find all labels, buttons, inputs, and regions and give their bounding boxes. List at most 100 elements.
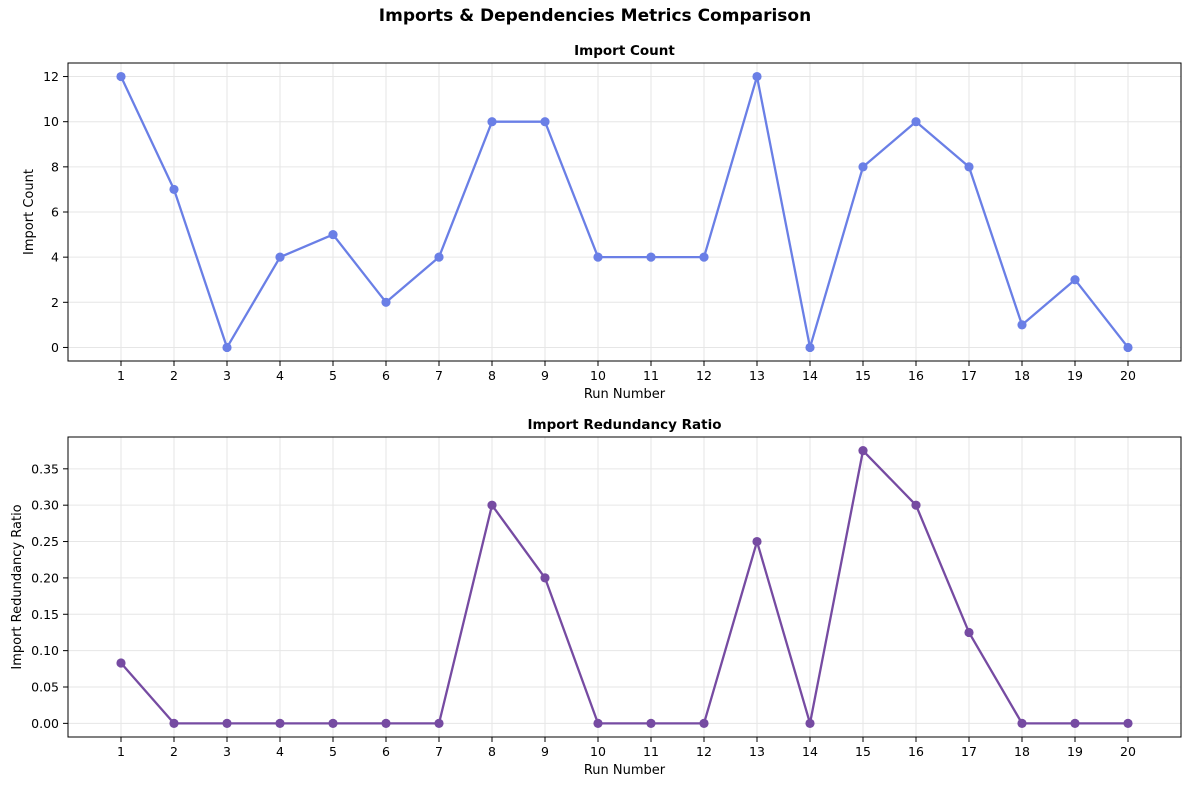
chart1-data-point — [169, 184, 179, 195]
chart2-axes-frame — [67, 436, 1182, 738]
chart1-x-tick-label: 18 — [1014, 368, 1030, 383]
chart2-y-tick-label: 0.15 — [31, 607, 59, 622]
chart2-x-tick-label: 13 — [749, 744, 765, 759]
chart1-x-tick-label: 16 — [908, 368, 924, 383]
chart2-data-point — [752, 536, 762, 547]
chart1-x-tick-label: 2 — [170, 368, 178, 383]
chart2-x-tick-label: 11 — [643, 744, 659, 759]
chart2-data-point — [169, 718, 179, 728]
chart2-data-point — [858, 446, 868, 456]
chart2-y-axis-label: Import Redundancy Ratio — [10, 504, 25, 669]
chart2-data-point — [487, 500, 497, 510]
chart1-x-tick-label: 10 — [590, 368, 606, 383]
chart2-data-point — [275, 718, 285, 728]
chart1-x-tick-label: 1 — [117, 368, 125, 383]
chart2-y-tick-label: 0.25 — [31, 534, 59, 549]
chart1-data-point — [1123, 342, 1133, 353]
chart1-y-tick-label: 2 — [51, 295, 59, 310]
chart2-data-point — [911, 500, 921, 510]
chart2-x-tick-label: 2 — [170, 744, 178, 759]
chart2-x-tick-label: 17 — [961, 744, 977, 759]
chart2-x-tick-label: 3 — [223, 744, 231, 759]
chart1-x-tick-label: 5 — [329, 368, 337, 383]
chart1-data-point — [699, 252, 709, 262]
chart1-data-point — [116, 71, 126, 82]
chart2-data-point — [381, 718, 391, 728]
chart1-y-tick-label: 6 — [51, 205, 59, 220]
chart1-data-point — [1070, 275, 1080, 285]
chart1-x-tick-label: 3 — [223, 368, 231, 383]
chart1-y-tick-label: 0 — [51, 340, 59, 355]
chart2-y-tick-label: 0.00 — [31, 716, 59, 731]
chart2-y-tick-label: 0.05 — [31, 680, 59, 695]
chart2-x-tick-label: 4 — [276, 744, 284, 759]
chart1-data-point — [540, 117, 550, 127]
chart2-data-point — [116, 658, 126, 668]
chart1-title: Import Count — [574, 43, 675, 59]
chart1-x-tick-label: 15 — [855, 368, 871, 383]
chart1-data-point — [381, 297, 391, 307]
chart2-data-point — [222, 718, 232, 728]
chart2-data-point — [1070, 718, 1080, 728]
chart2-data-point — [699, 718, 709, 728]
chart1-data-point — [434, 252, 444, 262]
chart2-x-tick-label: 7 — [435, 744, 443, 759]
chart2-x-tick-label: 9 — [541, 744, 549, 759]
chart1-y-tick-label: 10 — [43, 114, 59, 129]
chart1-x-tick-label: 11 — [643, 368, 659, 383]
chart2-x-tick-label: 8 — [488, 744, 496, 759]
chart1-x-axis-label: Run Number — [584, 387, 666, 402]
chart1-x-tick-label: 19 — [1067, 368, 1083, 383]
chart2-data-point — [434, 718, 444, 728]
chart1-data-point — [911, 117, 921, 127]
chart1-y-tick-label: 4 — [51, 250, 59, 265]
chart2-x-tick-label: 20 — [1120, 744, 1136, 759]
chart1-x-tick-label: 12 — [696, 368, 712, 383]
chart1-x-tick-label: 14 — [802, 368, 818, 383]
chart2-x-tick-label: 15 — [855, 744, 871, 759]
chart2-x-tick-label: 12 — [696, 744, 712, 759]
chart2-title: Import Redundancy Ratio — [527, 417, 721, 433]
chart1-data-point — [222, 342, 232, 353]
chart2-y-tick-label: 0.35 — [31, 461, 59, 476]
chart2-data-point — [646, 718, 656, 728]
chart1-x-tick-label: 13 — [749, 368, 765, 383]
chart1-data-point — [1017, 320, 1027, 330]
chart2-y-tick-label: 0.30 — [31, 498, 59, 513]
chart1-y-tick-label: 12 — [43, 69, 59, 84]
chart2-x-tick-label: 10 — [590, 744, 606, 759]
chart2-data-point — [964, 627, 974, 638]
chart1-x-tick-label: 8 — [488, 368, 496, 383]
chart1-y-tick-label: 8 — [51, 159, 59, 174]
chart1-data-point — [752, 71, 762, 82]
chart2-x-axis-label: Run Number — [584, 763, 666, 778]
chart1-x-tick-label: 17 — [961, 368, 977, 383]
chart1-data-point — [275, 252, 285, 262]
chart1-data-point — [487, 117, 497, 127]
chart2-data-point — [593, 718, 603, 728]
chart1-x-tick-label: 6 — [382, 368, 390, 383]
chart2-x-tick-label: 6 — [382, 744, 390, 759]
chart2-x-tick-label: 1 — [117, 744, 125, 759]
chart1-x-tick-label: 20 — [1120, 368, 1136, 383]
chart1-x-tick-label: 4 — [276, 368, 284, 383]
chart2-x-tick-label: 5 — [329, 744, 337, 759]
chart1-x-tick-label: 7 — [435, 368, 443, 383]
figure-title: Imports & Dependencies Metrics Compariso… — [378, 6, 812, 26]
chart1-data-point — [646, 252, 656, 262]
chart2-series-line — [120, 449, 1128, 725]
chart2-x-tick-label: 19 — [1067, 744, 1083, 759]
chart1-y-axis-label: Import Count — [22, 169, 37, 255]
chart2-x-tick-label: 18 — [1014, 744, 1030, 759]
chart1-data-point — [964, 162, 974, 172]
chart2-y-tick-label: 0.20 — [31, 570, 59, 585]
chart2-data-point — [1123, 718, 1133, 728]
chart1-data-point — [858, 162, 868, 172]
chart2-y-tick-label: 0.10 — [31, 643, 59, 658]
chart2-x-tick-label: 16 — [908, 744, 924, 759]
chart2-data-point — [1017, 718, 1027, 728]
chart1-data-point — [805, 342, 815, 353]
chart2-x-tick-label: 14 — [802, 744, 818, 759]
